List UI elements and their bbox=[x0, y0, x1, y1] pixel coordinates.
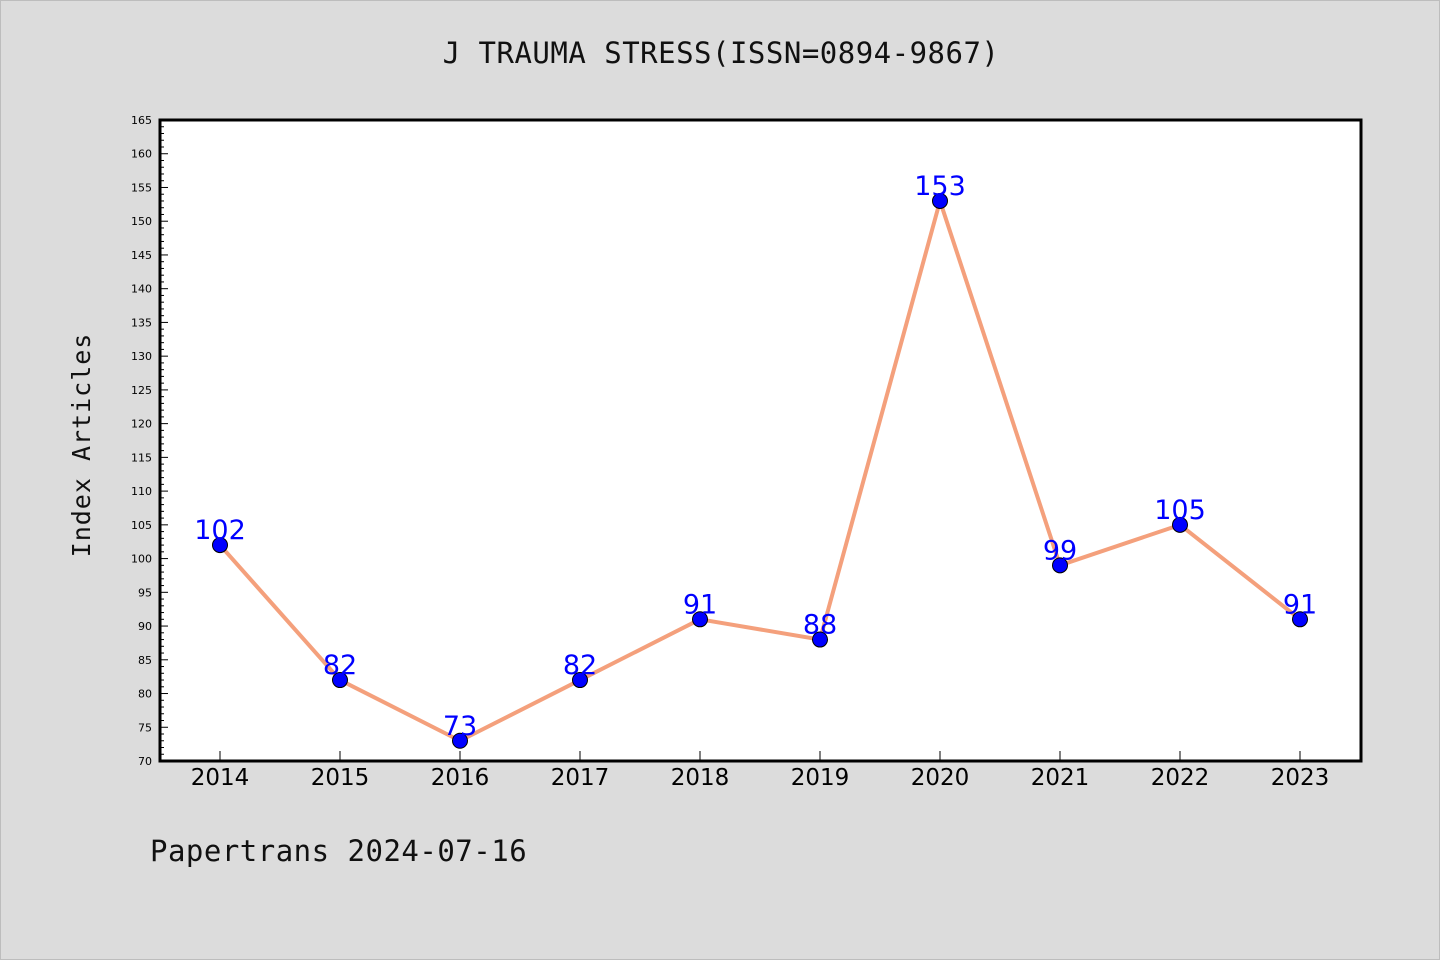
series-line bbox=[218, 198, 1302, 743]
y-tick-label: 135 bbox=[131, 316, 152, 329]
data-point bbox=[332, 672, 348, 689]
y-tick-label: 70 bbox=[138, 755, 152, 768]
data-label: 73 bbox=[443, 711, 477, 742]
footer-watermark: Papertrans 2024-07-16 bbox=[150, 834, 528, 868]
x-axis: 2014 2015 2016 2017 2018 2019 2020 2021 2022 2023 bbox=[191, 751, 1330, 791]
chart-title: J TRAUMA STRESS(ISSN=0894-9867) bbox=[442, 36, 1000, 70]
y-tick-label: 75 bbox=[138, 721, 152, 734]
data-point bbox=[1292, 611, 1308, 628]
y-tick-label: 105 bbox=[131, 519, 152, 532]
x-tick-label: 2022 bbox=[1151, 765, 1210, 791]
y-tick-label: 100 bbox=[131, 553, 152, 566]
y-tick-label: 95 bbox=[138, 586, 152, 599]
plot-area bbox=[158, 118, 1363, 763]
data-label: 91 bbox=[683, 589, 717, 620]
data-label: 99 bbox=[1043, 535, 1077, 566]
data-label: 102 bbox=[194, 515, 246, 546]
y-tick-label: 165 bbox=[131, 114, 152, 127]
y-tick-label: 120 bbox=[131, 418, 152, 431]
y-tick-label: 150 bbox=[131, 215, 152, 228]
data-label: 82 bbox=[323, 650, 357, 681]
x-tick-label: 2023 bbox=[1271, 765, 1330, 791]
y-tick-label: 140 bbox=[131, 283, 152, 296]
y-tick-label: 160 bbox=[131, 148, 152, 161]
data-point bbox=[452, 732, 468, 749]
y-tick-label: 90 bbox=[138, 620, 152, 633]
y-tick-label: 130 bbox=[131, 350, 152, 363]
data-label: 88 bbox=[803, 610, 837, 641]
x-tick-label: 2016 bbox=[431, 765, 490, 791]
data-label: 82 bbox=[563, 650, 597, 681]
y-tick-label: 155 bbox=[131, 181, 152, 194]
series-line-group bbox=[218, 198, 1302, 743]
data-labels-group: 102 82 73 82 91 88 153 99 105 91 bbox=[194, 171, 1317, 742]
x-tick-label: 2014 bbox=[191, 765, 250, 791]
x-tick-label: 2020 bbox=[911, 765, 970, 791]
data-point bbox=[812, 631, 828, 648]
x-tick-label: 2019 bbox=[791, 765, 850, 791]
data-point bbox=[1052, 557, 1068, 574]
x-tick-label: 2017 bbox=[551, 765, 610, 791]
data-point bbox=[572, 672, 588, 689]
data-label: 91 bbox=[1283, 589, 1317, 620]
x-tick-label: 2018 bbox=[671, 765, 730, 791]
y-tick-label: 85 bbox=[138, 654, 152, 667]
data-point bbox=[1172, 516, 1188, 533]
x-tick-label: 2015 bbox=[311, 765, 370, 791]
data-point bbox=[692, 611, 708, 628]
y-tick-label: 145 bbox=[131, 249, 152, 262]
data-point bbox=[932, 192, 948, 209]
data-point bbox=[212, 537, 228, 554]
y-tick-label: 115 bbox=[131, 451, 152, 464]
x-tick-label: 2021 bbox=[1031, 765, 1090, 791]
y-tick-label: 125 bbox=[131, 384, 152, 397]
data-label: 105 bbox=[1154, 495, 1206, 526]
markers-group bbox=[212, 192, 1308, 749]
y-axis-label: Index Articles bbox=[67, 333, 96, 558]
y-tick-label: 80 bbox=[138, 688, 152, 701]
y-axis: 70 75 80 85 90 95 100 105 110 115 120 125 130 135 140 1… bbox=[131, 114, 168, 768]
y-tick-label: 110 bbox=[131, 485, 152, 498]
data-label: 153 bbox=[914, 171, 966, 202]
